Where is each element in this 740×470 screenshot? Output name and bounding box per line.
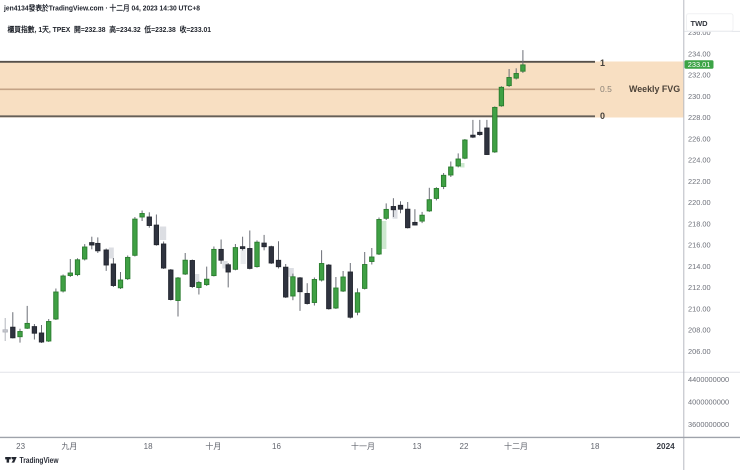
svg-text:4000000000: 4000000000 xyxy=(688,398,729,407)
svg-text:22: 22 xyxy=(460,442,469,451)
svg-text:十月: 十月 xyxy=(205,441,221,451)
svg-text:十一月: 十一月 xyxy=(351,441,375,451)
svg-text:0: 0 xyxy=(600,111,605,121)
svg-text:jen4134發表於TradingView.com · 十二: jen4134發表於TradingView.com · 十二月 04, 2023… xyxy=(3,4,200,13)
svg-text:232.00: 232.00 xyxy=(688,71,711,80)
svg-text:2024: 2024 xyxy=(656,442,675,451)
svg-text:4400000000: 4400000000 xyxy=(688,375,729,384)
svg-text:206.00: 206.00 xyxy=(688,347,711,356)
svg-text:234.00: 234.00 xyxy=(688,49,711,58)
svg-text:23: 23 xyxy=(16,442,25,451)
svg-text:十二月: 十二月 xyxy=(504,441,528,451)
svg-text:Weekly FVG: Weekly FVG xyxy=(629,84,680,94)
svg-text:13: 13 xyxy=(413,442,422,451)
svg-text:216.00: 216.00 xyxy=(688,241,711,250)
svg-text:208.00: 208.00 xyxy=(688,326,711,335)
svg-text:224.00: 224.00 xyxy=(688,156,711,165)
svg-text:18: 18 xyxy=(144,442,153,451)
svg-text:16: 16 xyxy=(272,442,281,451)
svg-text:220.00: 220.00 xyxy=(688,198,711,207)
svg-text:210.00: 210.00 xyxy=(688,304,711,313)
svg-text:TWD: TWD xyxy=(691,19,709,28)
svg-text:233.01: 233.01 xyxy=(688,60,711,69)
svg-text:228.00: 228.00 xyxy=(688,113,711,122)
svg-text:212.00: 212.00 xyxy=(688,283,711,292)
svg-text:214.00: 214.00 xyxy=(688,262,711,271)
svg-text:3600000000: 3600000000 xyxy=(688,420,729,429)
svg-text:櫃買指數, 1天, TPEX 開=232.38 高=23: 櫃買指數, 1天, TPEX 開=232.38 高=234.32 低=232.3… xyxy=(8,25,212,34)
svg-text:236.00: 236.00 xyxy=(688,28,711,37)
svg-text:九月: 九月 xyxy=(61,442,77,451)
svg-text:226.00: 226.00 xyxy=(688,134,711,143)
svg-text:1: 1 xyxy=(600,58,605,68)
svg-text:222.00: 222.00 xyxy=(688,177,711,186)
svg-text:230.00: 230.00 xyxy=(688,92,711,101)
svg-text:18: 18 xyxy=(591,442,600,451)
svg-text:218.00: 218.00 xyxy=(688,219,711,228)
svg-text:TradingView: TradingView xyxy=(20,456,60,465)
svg-text:0.5: 0.5 xyxy=(600,84,612,94)
